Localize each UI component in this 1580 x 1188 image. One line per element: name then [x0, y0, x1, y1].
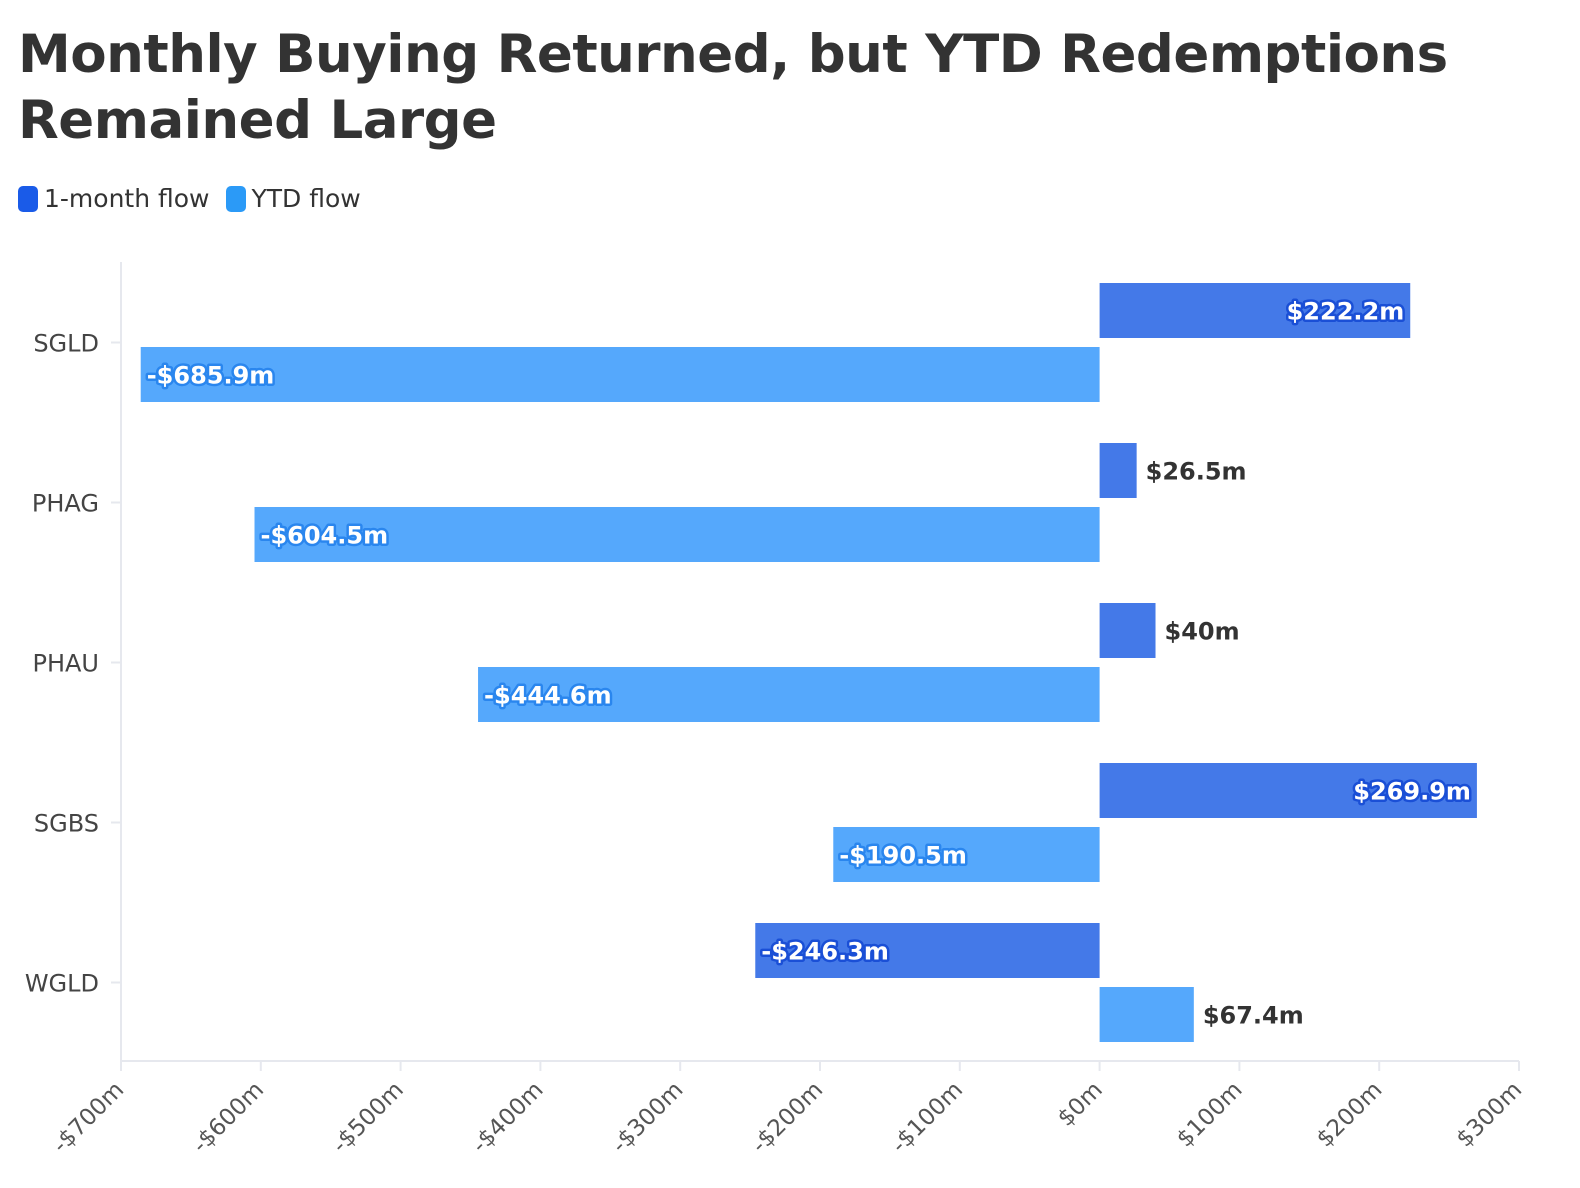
data-label-1-month-flow-sgld: $222.2m — [1287, 298, 1405, 326]
bar-1-month-flow-phau — [1099, 603, 1156, 658]
data-label-ytd-flow-phag: -$604.5m — [261, 522, 389, 550]
category-label-sgbs: SGBS — [34, 810, 99, 838]
bar-1-month-flow-phag — [1099, 443, 1137, 498]
legend-swatch-1-month-flow — [18, 185, 38, 212]
legend: 1-month flow YTD flow — [18, 184, 361, 213]
category-label-sgld: SGLD — [33, 330, 99, 358]
data-label-1-month-flow-phag: $26.5m — [1146, 458, 1247, 486]
legend-label-1-month-flow: 1-month flow — [44, 184, 210, 213]
x-tick-label: -$500m — [327, 1077, 408, 1158]
category-label-phag: PHAG — [32, 490, 99, 518]
bar-1-month-flow-sgld — [1099, 283, 1411, 338]
chart-title: Monthly Buying Returned, but YTD Redempt… — [18, 24, 1448, 151]
bar-ytd-flow-sgld — [140, 347, 1100, 402]
x-tick-label: $100m — [1172, 1077, 1248, 1153]
legend-swatch-ytd-flow — [225, 185, 246, 212]
data-label-1-month-flow-phau: $40m — [1165, 618, 1240, 646]
data-label-ytd-flow-sgbs: -$190.5m — [839, 842, 967, 870]
x-tick-label: -$600m — [188, 1077, 269, 1158]
bar-1-month-flow-sgbs — [1099, 763, 1477, 818]
x-tick-label: $300m — [1452, 1077, 1528, 1153]
category-label-wgld: WGLD — [25, 970, 99, 998]
x-tick-label: $0m — [1053, 1077, 1108, 1132]
bar-1-month-flow-wgld — [755, 923, 1100, 978]
data-label-ytd-flow-phau: -$444.6m — [484, 682, 612, 710]
data-label-1-month-flow-sgbs: $269.9m — [1353, 778, 1471, 806]
data-label-1-month-flow-wgld: -$246.3m — [761, 938, 889, 966]
x-tick-label: -$300m — [607, 1077, 688, 1158]
x-tick-label: -$100m — [887, 1077, 968, 1158]
legend-item-ytd-flow[interactable]: YTD flow — [225, 184, 361, 213]
bar-ytd-flow-sgbs — [833, 827, 1100, 882]
bar-ytd-flow-wgld — [1099, 987, 1194, 1042]
bar-ytd-flow-phag — [254, 507, 1100, 562]
data-label-ytd-flow-wgld: $67.4m — [1203, 1002, 1304, 1030]
category-label-phau: PHAU — [32, 650, 99, 678]
legend-item-1-month-flow[interactable]: 1-month flow — [18, 184, 210, 213]
x-tick-label: $200m — [1312, 1077, 1388, 1153]
x-tick-label: -$700m — [48, 1077, 129, 1158]
bar-ytd-flow-phau — [478, 667, 1100, 722]
x-tick-label: -$400m — [467, 1077, 548, 1158]
x-tick-label: -$200m — [747, 1077, 828, 1158]
data-label-ytd-flow-sgld: -$685.9m — [147, 362, 275, 390]
legend-label-ytd-flow: YTD flow — [251, 184, 361, 213]
